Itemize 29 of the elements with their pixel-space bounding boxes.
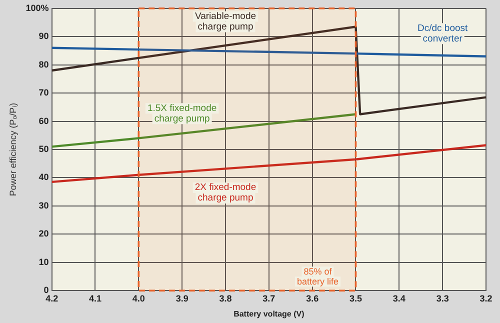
y-tick-label: 60 xyxy=(38,116,49,126)
y-tick-label: 90 xyxy=(38,31,49,42)
y-tick-label: 10 xyxy=(38,256,49,267)
x-tick-label: 3.9 xyxy=(176,293,188,304)
x-tick-label: 4.1 xyxy=(88,293,102,304)
y-tick-label: 80 xyxy=(38,59,49,70)
series-label: Dc/dc boost converter xyxy=(417,22,468,44)
y-tick-label: 50 xyxy=(38,144,49,154)
y-axis-title: Power efficiency (Pₒ/Pᵢ) xyxy=(8,102,18,196)
x-tick-label: 3.6 xyxy=(306,293,319,304)
x-tick-label: 3.4 xyxy=(392,293,406,304)
x-tick-label: 3.2 xyxy=(480,293,492,304)
x-tick-label: 3.3 xyxy=(436,293,449,304)
y-tick-label: 0 xyxy=(44,285,49,296)
x-tick-label: 3.5 xyxy=(349,293,362,304)
y-tick-label: 20 xyxy=(38,228,49,239)
x-tick-label: 4.0 xyxy=(132,293,145,304)
x-axis-title: Battery voltage (V) xyxy=(234,309,305,318)
y-tick-label: 70 xyxy=(38,88,49,98)
y-tick-label: 40 xyxy=(38,172,49,182)
x-tick-label: 3.8 xyxy=(219,293,232,304)
y-tick-label: 30 xyxy=(38,200,49,210)
band-label: 85% of battery life xyxy=(296,266,339,287)
y-tick-label: 100% xyxy=(26,2,49,13)
series-label: 2X fixed-mode charge pump xyxy=(194,182,256,204)
x-tick-label: 3.7 xyxy=(262,293,276,304)
series-label: Variable-mode charge pump xyxy=(194,10,256,32)
series-label: 1.5X fixed-mode charge pump xyxy=(147,102,217,124)
x-tick-label: 4.2 xyxy=(46,293,58,304)
